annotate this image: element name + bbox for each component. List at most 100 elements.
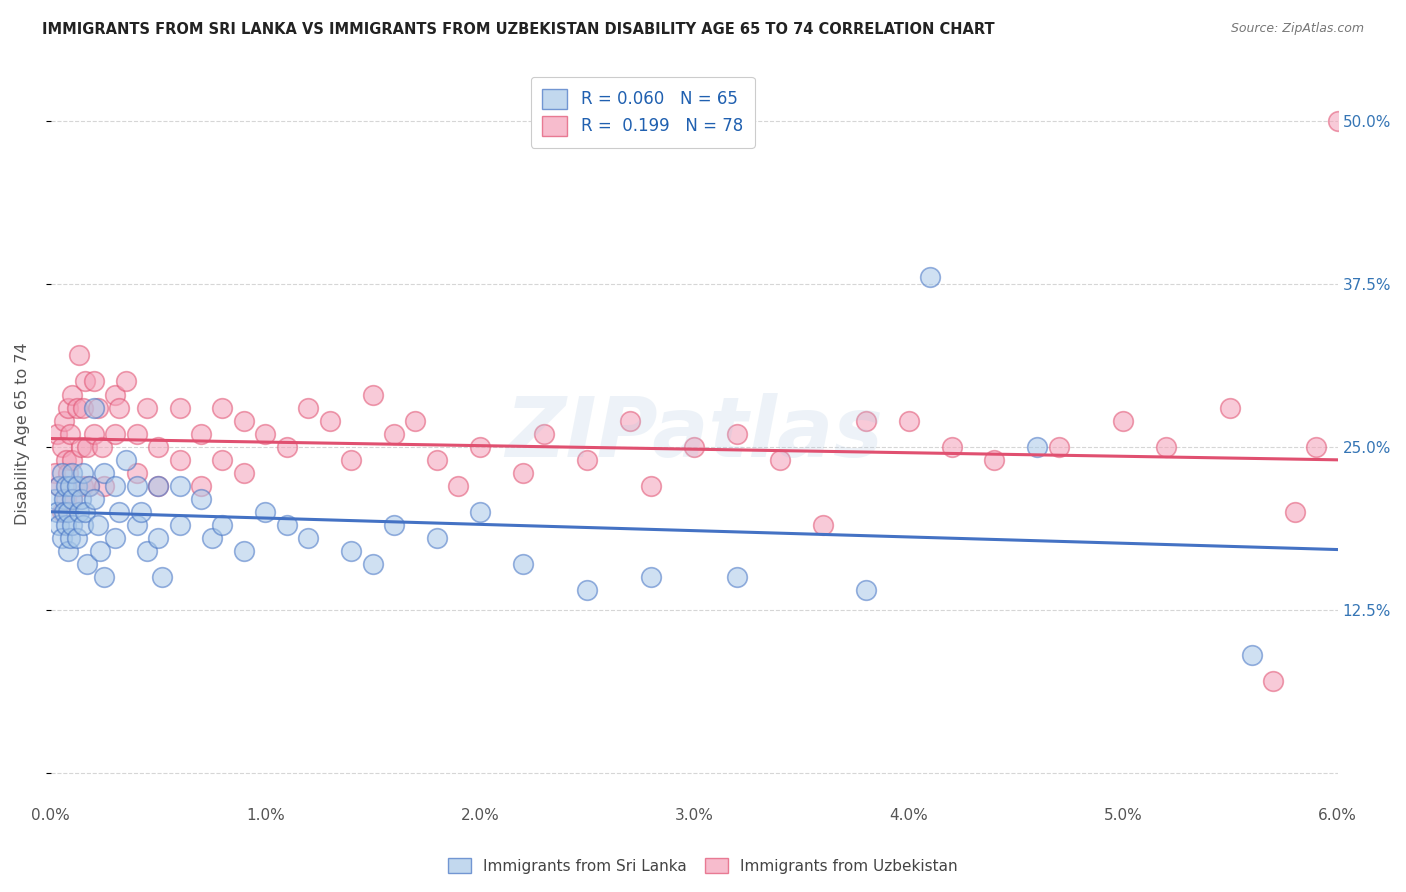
Point [855, 583, 877, 598]
Point [93, 466, 115, 480]
Point [44, 491, 66, 506]
Point [340, 544, 363, 558]
Point [59, 479, 82, 493]
Point [115, 452, 138, 467]
Point [83, 426, 105, 441]
Point [136, 544, 159, 558]
Point [93, 479, 115, 493]
Point [51, 505, 73, 519]
Point [211, 401, 233, 415]
Point [1369, 426, 1392, 441]
Point [276, 517, 298, 532]
Point [1305, 440, 1327, 454]
Point [65, 401, 87, 415]
Point [1154, 440, 1177, 454]
Point [104, 479, 127, 493]
Point [382, 426, 405, 441]
Point [51, 466, 73, 480]
Point [201, 531, 224, 545]
Point [104, 387, 127, 401]
Point [1047, 440, 1070, 454]
Point [447, 479, 470, 493]
Point [254, 505, 277, 519]
Point [72, 517, 94, 532]
Text: IMMIGRANTS FROM SRI LANKA VS IMMIGRANTS FROM UZBEKISTAN DISABILITY AGE 65 TO 74 : IMMIGRANTS FROM SRI LANKA VS IMMIGRANTS … [42, 22, 995, 37]
Point [683, 440, 706, 454]
Point [382, 517, 405, 532]
Point [65, 531, 87, 545]
Point [1240, 648, 1263, 663]
Point [640, 479, 662, 493]
Point [468, 505, 491, 519]
Point [75, 375, 97, 389]
Point [146, 531, 169, 545]
Point [83, 401, 105, 415]
Point [67, 505, 90, 519]
Point [59, 426, 82, 441]
Point [60, 452, 83, 467]
Point [232, 544, 254, 558]
Point [468, 440, 491, 454]
Point [75, 505, 97, 519]
Point [60, 387, 83, 401]
Point [361, 387, 384, 401]
Point [108, 505, 131, 519]
Point [169, 401, 191, 415]
Point [79, 479, 101, 493]
Point [52, 491, 75, 506]
Point [318, 414, 340, 428]
Point [232, 414, 254, 428]
Point [512, 466, 534, 480]
Point [108, 401, 131, 415]
Point [129, 505, 152, 519]
Point [941, 440, 963, 454]
Point [65, 479, 87, 493]
Point [91, 440, 114, 454]
Point [72, 479, 94, 493]
Point [146, 479, 169, 493]
Point [146, 479, 169, 493]
Point [60, 491, 83, 506]
Point [70, 491, 93, 506]
Point [55, 479, 77, 493]
Point [169, 517, 191, 532]
Point [190, 426, 212, 441]
Point [136, 401, 159, 415]
Point [44, 466, 66, 480]
Point [211, 452, 233, 467]
Point [276, 440, 298, 454]
Point [1219, 401, 1241, 415]
Point [55, 491, 77, 506]
Point [169, 479, 191, 493]
Point [48, 479, 70, 493]
Text: ZIPatlas: ZIPatlas [505, 393, 883, 475]
Point [87, 517, 110, 532]
Point [725, 426, 748, 441]
Point [83, 491, 105, 506]
Point [79, 479, 101, 493]
Point [1284, 505, 1306, 519]
Point [55, 452, 77, 467]
Point [146, 440, 169, 454]
Point [76, 440, 98, 454]
Point [855, 414, 877, 428]
Point [340, 452, 363, 467]
Point [70, 440, 93, 454]
Point [72, 401, 94, 415]
Point [426, 452, 449, 467]
Point [76, 557, 98, 571]
Point [725, 570, 748, 584]
Point [575, 452, 598, 467]
Point [87, 401, 110, 415]
Point [190, 491, 212, 506]
Point [51, 531, 73, 545]
Point [190, 479, 212, 493]
Point [426, 531, 449, 545]
Point [1112, 414, 1135, 428]
Point [512, 557, 534, 571]
Point [51, 440, 73, 454]
Point [533, 426, 555, 441]
Point [920, 270, 942, 285]
Point [60, 517, 83, 532]
Point [60, 491, 83, 506]
